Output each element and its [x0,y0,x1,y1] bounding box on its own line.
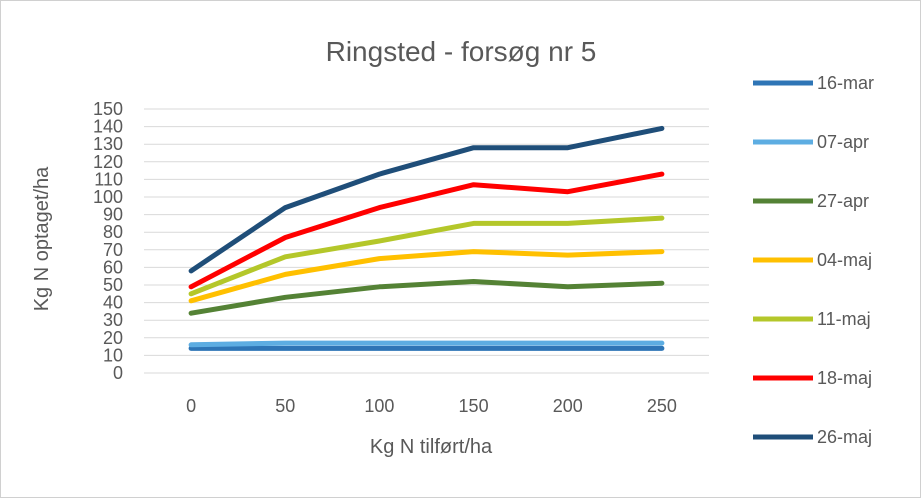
y-tick-label: 110 [94,169,123,189]
y-tick-label: 0 [113,363,123,383]
legend-label: 07-apr [817,132,869,152]
x-tick-label: 0 [186,396,196,416]
legend-label: 04-maj [817,250,872,270]
series-line-11-maj [188,215,665,297]
chart-title: Ringsted - forsøg nr 5 [326,36,597,67]
series-lines [188,125,665,351]
y-tick-label: 100 [93,187,123,207]
legend-label: 16-mar [817,73,874,93]
y-tick-label: 40 [103,293,123,313]
y-tick-label: 120 [93,152,123,172]
y-tick-label: 10 [103,345,123,365]
y-tick-label: 50 [103,275,123,295]
legend-label: 26-maj [817,427,872,447]
series-line-18-maj [188,171,665,290]
series-line-26-maj [188,125,665,274]
y-tick-label: 130 [93,134,123,154]
legend-label: 11-maj [817,309,871,329]
y-tick-label: 20 [103,328,123,348]
x-tick-label: 150 [459,396,489,416]
legend-label: 18-maj [817,368,872,388]
y-tick-label: 150 [93,99,123,119]
y-tick-label: 60 [103,257,123,277]
x-axis-ticks: 0 50 100 150 200 250 [186,396,677,416]
y-tick-label: 80 [103,222,123,242]
y-tick-label: 70 [103,240,123,260]
y-tick-label: 30 [103,310,123,330]
series-line-27-apr [188,279,665,316]
gridlines [144,108,709,374]
y-axis-label: Kg N optaget/ha [31,166,53,311]
legend-label: 27-apr [817,191,869,211]
legend: 16-mar 07-apr 27-apr 04-maj 11-maj 18-maj 26-m… [753,73,874,447]
y-tick-label: 90 [103,205,123,225]
x-axis-label: Kg N tilført/ha [370,436,493,458]
y-tick-label: 140 [93,117,123,137]
series-line-04-maj [188,249,665,304]
x-tick-label: 50 [275,396,295,416]
x-tick-label: 100 [364,396,394,416]
x-tick-label: 200 [553,396,583,416]
x-tick-label: 250 [647,396,677,416]
series-line-07-apr [188,340,665,348]
